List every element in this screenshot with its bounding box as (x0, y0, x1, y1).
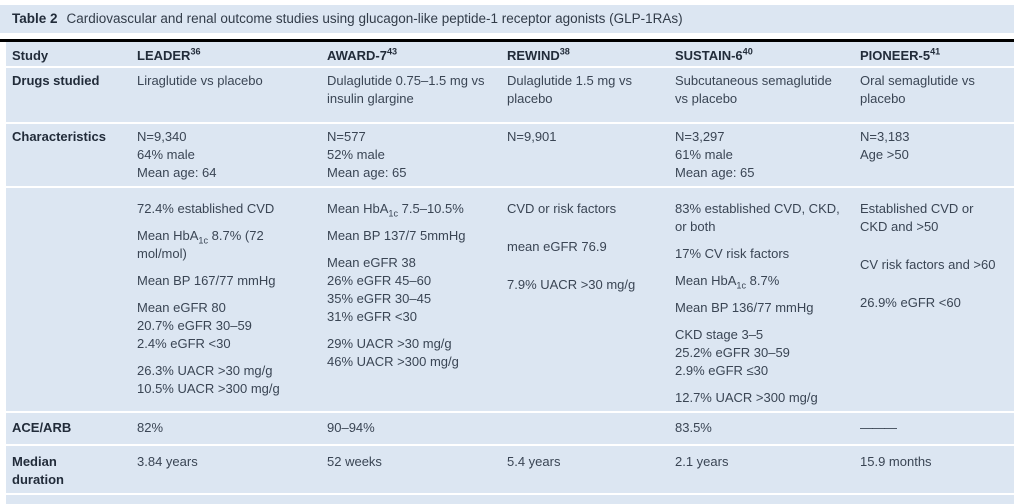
table-cell: N=3,297 61% male Mean age: 65 (669, 124, 854, 186)
cell-paragraph: N=3,297 61% male Mean age: 65 (675, 129, 755, 180)
row-characteristics: Characteristics N=9,340 64% male Mean age: … (0, 124, 1014, 188)
table-cell (501, 413, 669, 444)
table-cell: 72.4% established CVD Mean HbA1c 8.7% (72… (131, 188, 321, 411)
cell-paragraph: CKD stage 3–5 25.2% eGFR 30–59 2.9% eGFR ≤… (675, 327, 790, 378)
cell-paragraph: CV risk factors and >60 (860, 257, 996, 272)
column-header-study: Study (12, 48, 49, 63)
table-cell: 90–94% (321, 413, 501, 444)
table-cell: Subcutaneous semaglutide vs placebo (669, 68, 854, 122)
cell-paragraph: Mean eGFR 80 20.7% eGFR 30–59 2.4% eGFR <3… (137, 300, 252, 351)
table-number: Table 2 (12, 11, 58, 26)
table-cell: CVD or risk factors mean eGFR 76.9 7.9% UA… (501, 188, 669, 411)
table-cell: Dulaglutide 1.5 mg vs placebo (501, 68, 669, 122)
table-cell: Established CVD or CKD and >50 CV risk fa… (854, 188, 1014, 411)
cell-paragraph: Liraglutide vs placebo (137, 73, 263, 88)
row-label: ACE/ARB (12, 420, 72, 435)
table-cell: N=3,183 Age >50 (854, 124, 1014, 186)
cell-paragraph: 5.4 years (507, 454, 561, 469)
cell-paragraph: Mean HbA1c 8.7% (72 mol/mol) (137, 228, 264, 261)
cell-paragraph: 83.5% (675, 420, 712, 435)
cell-paragraph: Mean HbA1c 8.7% (675, 273, 780, 291)
row-drugs-studied: Drugs studied Liraglutide vs placebo Dulag… (0, 68, 1014, 124)
row-characteristics-detail: 72.4% established CVD Mean HbA1c 8.7% (72… (0, 188, 1014, 413)
outcomes-table: Study LEADER36 AWARD-743 REWIND38 SUSTAIN-64… (0, 42, 1014, 495)
column-header-2: AWARD-743 (327, 46, 398, 63)
cell-paragraph: mean eGFR 76.9 (507, 239, 607, 254)
row-label: Characteristics (12, 129, 106, 144)
table-cell: N=9,901 (501, 124, 669, 186)
cell-paragraph: N=9,901 (507, 129, 557, 144)
table-cell: 82% (131, 413, 321, 444)
column-header-4: SUSTAIN-640 (675, 46, 753, 63)
row-median-duration: Median duration 3.84 years 52 weeks 5.4 year… (0, 446, 1014, 495)
cell-paragraph: Established CVD or CKD and >50 (860, 201, 974, 234)
cell-paragraph: Mean BP 137/7 5mmHg (327, 228, 466, 243)
cell-paragraph: Mean BP 136/77 mmHg (675, 300, 814, 315)
cell-paragraph: 83% established CVD, CKD, or both (675, 201, 840, 234)
table-cell: Oral semaglutide vs placebo (854, 68, 1014, 122)
table-cell: ——— (854, 413, 1014, 444)
table-cell: 83.5% (669, 413, 854, 444)
cell-paragraph: Mean HbA1c 7.5–10.5% (327, 201, 464, 219)
cell-paragraph: Dulaglutide 0.75–1.5 mg vs insulin glarg… (327, 73, 485, 106)
cell-paragraph: 29% UACR >30 mg/g 46% UACR >300 mg/g (327, 336, 459, 369)
cell-paragraph: 52 weeks (327, 454, 382, 469)
cell-paragraph: 26.9% eGFR <60 (860, 295, 961, 310)
table-caption: Table 2 Cardiovascular and renal outcome … (0, 5, 1014, 33)
cell-paragraph: 7.9% UACR >30 mg/g (507, 277, 636, 292)
cell-paragraph: 82% (137, 420, 164, 435)
table-cell: N=9,340 64% male Mean age: 64 (131, 124, 321, 186)
table-cell: Liraglutide vs placebo (131, 68, 321, 122)
cell-paragraph: ——— (860, 420, 897, 435)
table-cell: 2.1 years (669, 446, 854, 493)
cell-paragraph: 72.4% established CVD (137, 201, 275, 216)
cell-paragraph: 17% CV risk factors (675, 246, 790, 261)
cell-paragraph: Oral semaglutide vs placebo (860, 73, 975, 106)
table-cell: Dulaglutide 0.75–1.5 mg vs insulin glarg… (321, 68, 501, 122)
cell-paragraph: 3.84 years (137, 454, 198, 469)
top-rule (0, 39, 1014, 42)
table-cell: N=577 52% male Mean age: 65 (321, 124, 501, 186)
row-label: Median duration (12, 454, 64, 487)
table-cell: 3.84 years (131, 446, 321, 493)
cell-paragraph: 90–94% (327, 420, 375, 435)
column-header-3: REWIND38 (507, 46, 570, 63)
cell-paragraph: Mean eGFR 38 26% eGFR 45–60 35% eGFR 30–45… (327, 255, 432, 324)
row-label: Drugs studied (12, 73, 100, 88)
table-header-row: Study LEADER36 AWARD-743 REWIND38 SUSTAIN-64… (0, 42, 1014, 68)
cutoff-next-row (0, 495, 1014, 504)
column-header-5: PIONEER-541 (860, 46, 941, 63)
table-cell: 52 weeks (321, 446, 501, 493)
cell-paragraph: Subcutaneous semaglutide vs placebo (675, 73, 832, 106)
cell-paragraph: 15.9 months (860, 454, 932, 469)
cell-paragraph: 12.7% UACR >300 mg/g (675, 390, 818, 405)
cell-paragraph: 26.3% UACR >30 mg/g 10.5% UACR >300 mg/g (137, 363, 280, 396)
cell-paragraph: CVD or risk factors (507, 201, 617, 216)
cell-paragraph: N=3,183 Age >50 (860, 129, 910, 162)
cell-paragraph: N=9,340 64% male Mean age: 64 (137, 129, 217, 180)
table-cell: 5.4 years (501, 446, 669, 493)
page: Table 2 Cardiovascular and renal outcome … (0, 5, 1014, 504)
table-cell: Mean HbA1c 7.5–10.5% Mean BP 137/7 5mmHg M… (321, 188, 501, 411)
column-header-1: LEADER36 (137, 46, 201, 63)
row-label (6, 188, 131, 411)
row-ace-arb: ACE/ARB 82% 90–94% 83.5% ——— (0, 413, 1014, 446)
table-title-text: Cardiovascular and renal outcome studies… (66, 11, 683, 26)
table-cell: 83% established CVD, CKD, or both 17% CV … (669, 188, 854, 411)
table-cell: 15.9 months (854, 446, 1014, 493)
cell-paragraph: Mean BP 167/77 mmHg (137, 273, 276, 288)
cell-paragraph: Dulaglutide 1.5 mg vs placebo (507, 73, 633, 106)
cell-paragraph: N=577 52% male Mean age: 65 (327, 129, 407, 180)
cell-paragraph: 2.1 years (675, 454, 729, 469)
